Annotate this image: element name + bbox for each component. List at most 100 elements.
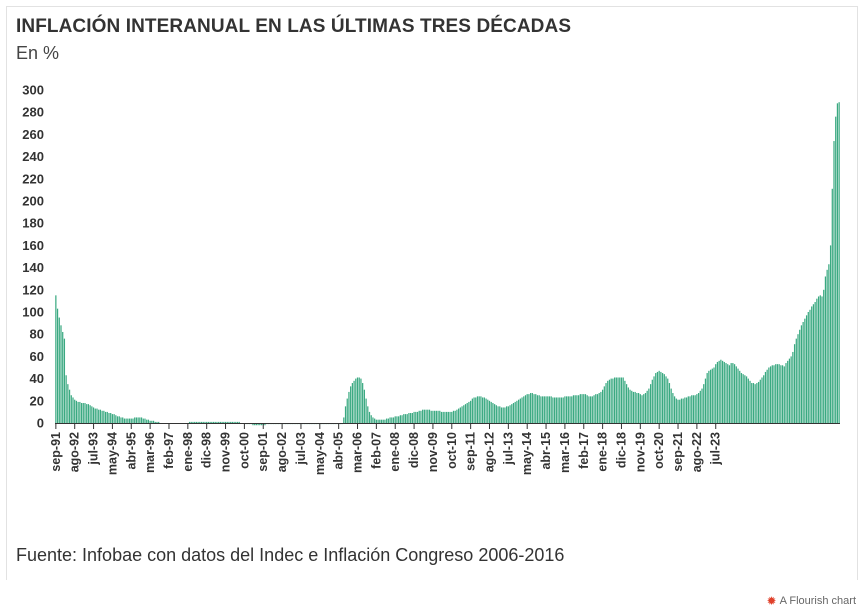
bar[interactable] [783,366,785,423]
bar[interactable] [649,384,652,423]
bar[interactable] [411,413,413,423]
bar[interactable] [811,306,813,423]
bar[interactable] [475,397,477,423]
bar[interactable] [370,415,372,423]
bar[interactable] [749,380,751,423]
bar[interactable] [805,315,808,423]
bar[interactable] [763,375,765,423]
bar[interactable] [188,421,191,423]
bar[interactable] [591,396,593,423]
bar[interactable] [404,414,407,423]
bar[interactable] [727,364,729,423]
bar[interactable] [761,377,763,423]
bar[interactable] [773,365,775,423]
bar[interactable] [413,411,415,423]
bar[interactable] [348,391,350,423]
bar[interactable] [660,371,662,423]
bar[interactable] [665,376,667,423]
bar[interactable] [130,418,132,423]
bar[interactable] [132,418,134,423]
bar[interactable] [730,363,732,423]
bar[interactable] [427,409,429,423]
bar[interactable] [663,374,665,423]
bar[interactable] [63,338,66,423]
bar[interactable] [228,421,230,423]
bar[interactable] [675,398,677,423]
bar[interactable] [152,420,155,423]
bar[interactable] [680,398,683,423]
bar[interactable] [108,413,110,423]
bar[interactable] [735,366,737,423]
bar[interactable] [89,405,91,423]
bar[interactable] [236,421,239,423]
bar[interactable] [747,378,749,423]
bar[interactable] [790,356,792,423]
bar[interactable] [833,141,835,423]
bar[interactable] [723,361,725,423]
bar[interactable] [540,396,542,423]
bar[interactable] [394,416,396,423]
bar[interactable] [459,407,461,423]
bar[interactable] [696,394,698,423]
bar[interactable] [408,413,410,423]
bar[interactable] [386,418,388,423]
bar[interactable] [96,408,98,423]
bar[interactable] [101,410,103,423]
bar[interactable] [214,421,216,423]
bar[interactable] [581,394,583,423]
bar[interactable] [821,296,823,423]
bar[interactable] [518,399,520,423]
bar[interactable] [509,405,511,423]
bar[interactable] [235,421,237,423]
bar[interactable] [480,396,482,423]
bar[interactable] [514,401,516,423]
bar[interactable] [701,388,703,423]
bar[interactable] [797,334,799,423]
bar[interactable] [416,411,419,423]
bar[interactable] [86,404,88,423]
flourish-credit-link[interactable]: ✹ A Flourish chart [767,595,856,607]
bar[interactable] [403,414,405,423]
bar[interactable] [468,401,470,423]
bar[interactable] [425,409,427,423]
bar[interactable] [699,390,701,423]
bar[interactable] [679,399,681,423]
bar[interactable] [586,395,588,423]
bar[interactable] [524,395,527,423]
bar[interactable] [420,410,422,423]
bar[interactable] [831,188,833,423]
bar[interactable] [135,417,138,423]
bar[interactable] [219,421,222,423]
bar[interactable] [356,377,359,423]
bar[interactable] [519,398,521,423]
bar[interactable] [79,401,81,423]
bar[interactable] [494,404,496,423]
bar[interactable] [374,418,376,423]
bar[interactable] [596,394,599,423]
bar[interactable] [209,421,211,423]
bar[interactable] [523,396,525,423]
bar[interactable] [809,309,811,423]
bar[interactable] [156,421,158,423]
bar[interactable] [583,394,585,423]
bar[interactable] [449,411,451,423]
bar[interactable] [146,419,148,423]
bar[interactable] [154,421,156,423]
bar[interactable] [87,404,90,423]
bar[interactable] [631,390,633,423]
bar[interactable] [197,421,199,423]
bar[interactable] [74,399,76,423]
bar[interactable] [828,264,830,423]
bar[interactable] [814,302,816,423]
bar[interactable] [793,344,796,423]
bar[interactable] [199,421,201,423]
bar[interactable] [470,400,472,423]
bar[interactable] [776,364,779,423]
bar[interactable] [593,395,595,423]
bar[interactable] [625,384,628,423]
bar[interactable] [362,383,364,423]
bar[interactable] [497,406,499,423]
bar[interactable] [464,404,467,423]
bar[interactable] [106,411,108,423]
bar[interactable] [835,116,837,423]
